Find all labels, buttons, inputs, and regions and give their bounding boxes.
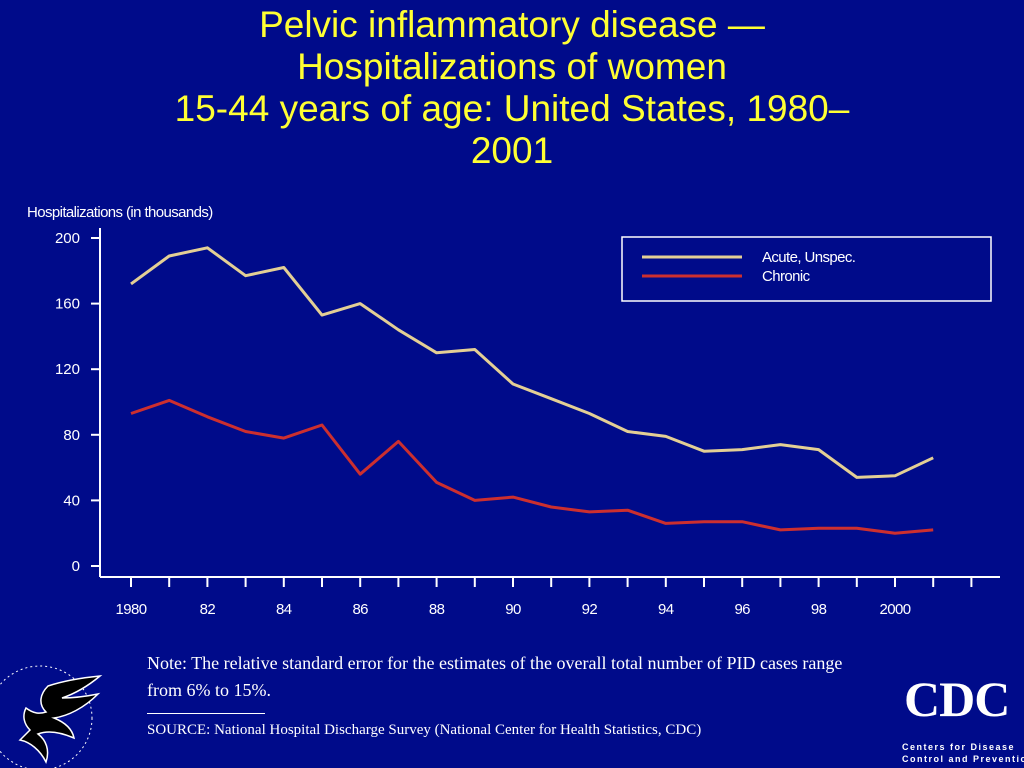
x-tick-label: 86: [352, 601, 368, 618]
x-tick-label: 90: [505, 601, 521, 618]
x-tick-label: 94: [658, 601, 674, 618]
y-tick-label: 200: [55, 230, 80, 247]
series-line-acute: [130, 246, 934, 479]
source-note: SOURCE: National Hospital Discharge Surv…: [147, 722, 702, 738]
series-line-chronic: [130, 398, 934, 535]
x-tick-label: 98: [811, 601, 827, 618]
cdc-logo-text: CDC: [904, 671, 1010, 727]
line-chart: Hospitalizations (in thousands) 0 40 80 120 1…: [27, 204, 1000, 618]
legend-label: Chronic: [762, 268, 811, 285]
x-tick-label: 1980: [116, 601, 147, 618]
title-line-4: 2001: [470, 130, 554, 171]
x-tick-label: 96: [734, 601, 750, 618]
x-tick-label: 82: [200, 601, 216, 618]
y-axis-label: Hospitalizations (in thousands): [27, 204, 213, 221]
chart-title: Pelvic inflammatory disease — Hospitaliz…: [60, 4, 964, 172]
x-tick-label: 84: [276, 601, 292, 618]
cdc-logo-subtitle-2: Control and Prevention: [902, 754, 1024, 764]
legend-label: Acute, Unspec.: [762, 249, 855, 266]
y-tick-label: 40: [63, 492, 80, 509]
title-line-3: 15-44 years of age: United States, 1980–: [174, 88, 850, 129]
cdc-logo-subtitle-1: Centers for Disease: [902, 742, 1016, 752]
y-tick-label: 0: [72, 558, 80, 575]
footnote: Note: The relative standard error for th…: [147, 653, 843, 700]
hhs-seal-icon: [0, 665, 103, 768]
divider: [147, 713, 265, 714]
y-tick-label: 160: [55, 296, 80, 313]
cdc-logo: CDC Centers for Disease Control and Prev…: [896, 670, 1024, 768]
title-line-2: Hospitalizations of women: [297, 46, 727, 87]
legend-box: [621, 236, 992, 302]
x-tick-label: 92: [582, 601, 598, 618]
x-tick-label: 2000: [880, 601, 911, 618]
y-tick-label: 80: [63, 427, 80, 444]
y-tick-label: 120: [55, 361, 80, 378]
x-tick-label: 88: [429, 601, 445, 618]
title-line-1: Pelvic inflammatory disease —: [259, 4, 765, 45]
